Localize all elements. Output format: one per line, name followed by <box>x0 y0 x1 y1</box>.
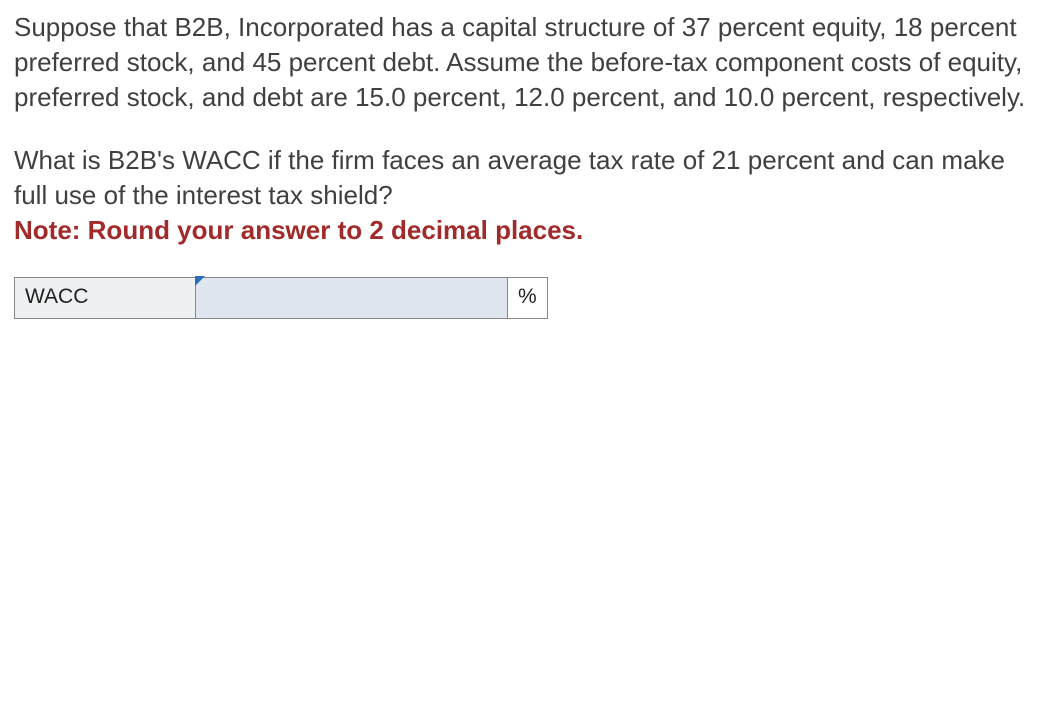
wacc-unit-cell: % <box>508 277 548 318</box>
answer-table: WACC % <box>14 277 548 319</box>
wacc-input[interactable] <box>206 282 497 314</box>
wacc-label-cell: WACC <box>15 277 196 318</box>
rounding-note: Note: Round your answer to 2 decimal pla… <box>14 215 583 245</box>
active-cell-indicator-icon <box>195 276 205 286</box>
wacc-input-cell[interactable] <box>196 277 508 318</box>
question-block: What is B2B's WACC if the firm faces an … <box>14 143 1030 248</box>
table-row: WACC % <box>15 277 548 318</box>
problem-paragraph-1: Suppose that B2B, Incorporated has a cap… <box>14 10 1030 115</box>
problem-paragraph-2: What is B2B's WACC if the firm faces an … <box>14 145 1005 210</box>
